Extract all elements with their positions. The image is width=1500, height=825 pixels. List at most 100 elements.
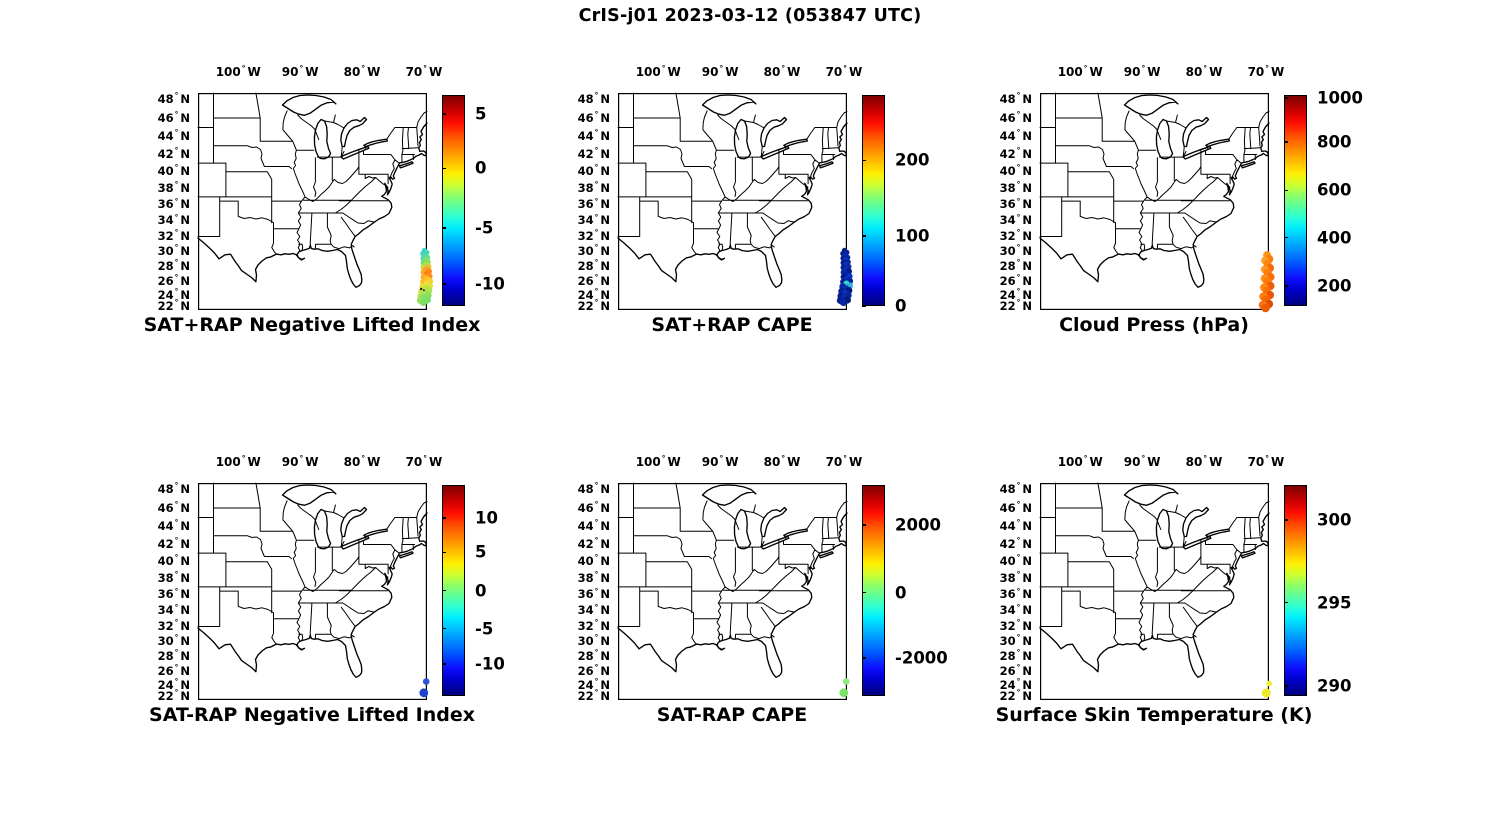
lat-tick-label: 48° N (124, 91, 190, 106)
colorbar-tick-label: 100 (895, 226, 930, 246)
lat-tick-label-hemisphere: N (180, 147, 190, 161)
lat-tick-label: 36° N (544, 197, 610, 211)
degree-symbol: ° (1016, 128, 1021, 138)
lat-tick-label-hemisphere: N (600, 164, 610, 179)
lon-tick-label: 90° W (678, 65, 762, 79)
lat-tick-label: 40° N (124, 554, 190, 569)
colorbar-tick-mark (442, 113, 446, 115)
degree-symbol: ° (1016, 586, 1021, 596)
lat-tick-label-hemisphere: N (600, 603, 610, 618)
swath-points (419, 678, 430, 698)
lat-tick-label: 26° N (544, 664, 610, 678)
lat-tick-label-value: 28 (157, 259, 174, 274)
lat-tick-label-value: 36 (999, 197, 1016, 212)
lat-tick-label-value: 22 (157, 689, 174, 703)
degree-symbol: ° (361, 64, 366, 73)
lat-tick-label-value: 28 (999, 649, 1016, 664)
swath-point (422, 678, 430, 685)
lat-tick-label-hemisphere: N (180, 634, 190, 649)
degree-symbol: ° (1016, 663, 1021, 673)
lat-tick-label-value: 32 (577, 229, 594, 244)
lat-tick-label-hemisphere: N (1022, 554, 1032, 569)
degree-symbol: ° (1083, 454, 1088, 463)
lat-tick-label-value: 26 (157, 663, 174, 678)
lon-tick-label: 100° W (1038, 455, 1122, 469)
degree-symbol: ° (843, 454, 848, 463)
lat-tick-label-value: 34 (577, 213, 594, 228)
lat-tick-label-value: 34 (157, 603, 174, 618)
lat-tick-label-value: 48 (157, 481, 174, 496)
lat-tick-label: 48° N (966, 90, 1032, 106)
lat-tick-label: 40° N (544, 554, 610, 568)
lat-tick-label-hemisphere: N (1022, 164, 1032, 179)
lon-tick-label-value: 90 (281, 455, 299, 469)
swath-points (836, 247, 854, 307)
lat-tick-label-value: 26 (157, 273, 174, 288)
lat-tick-label-value: 42 (999, 147, 1016, 161)
degree-symbol: ° (174, 212, 179, 222)
colorbar-tick-mark (862, 159, 866, 162)
colorbar-tick-mark (1284, 685, 1288, 687)
degree-symbol: ° (174, 180, 179, 190)
lat-tick-label-value: 40 (999, 164, 1016, 179)
lat-tick-label-hemisphere: N (180, 554, 190, 569)
lat-tick-label-value: 30 (999, 634, 1016, 649)
lon-tick-label-hemisphere: W (667, 65, 681, 79)
lat-tick-label-hemisphere: N (1022, 273, 1032, 288)
degree-symbol: ° (174, 298, 179, 308)
lon-tick-label-hemisphere: W (787, 455, 801, 469)
swath-point (423, 289, 425, 292)
lat-tick-label: 36° N (124, 587, 190, 601)
degree-symbol: ° (174, 618, 179, 628)
lat-tick-label-value: 46 (999, 500, 1016, 515)
lat-tick-label: 46° N (966, 500, 1032, 515)
lat-tick-label-hemisphere: N (1022, 537, 1032, 551)
degree-symbol: ° (594, 90, 599, 100)
lat-tick-label: 26° N (124, 663, 190, 678)
degree-symbol: ° (174, 287, 179, 297)
lat-tick-label: 42° N (966, 147, 1032, 161)
lon-tick-label: 70° W (802, 65, 886, 79)
lat-tick-label-hemisphere: N (180, 259, 190, 274)
lat-tick-label-value: 38 (999, 571, 1016, 586)
lat-tick-label: 40° N (966, 554, 1032, 569)
lon-tick-label: 100° W (616, 455, 700, 469)
degree-symbol: ° (1016, 570, 1021, 580)
lat-tick-label-hemisphere: N (180, 603, 190, 618)
degree-symbol: ° (1016, 180, 1021, 190)
lon-tick-label-value: 80 (763, 65, 781, 79)
swath-points (1261, 680, 1273, 698)
colorbar-tick-label: 290 (1317, 676, 1352, 696)
lat-tick-label-value: 24 (157, 288, 174, 303)
lat-tick-label-value: 22 (999, 299, 1016, 313)
lat-tick-label: 44° N (966, 518, 1032, 533)
degree-symbol: ° (1016, 212, 1021, 222)
lon-tick-label: 70° W (1224, 65, 1308, 79)
degree-symbol: ° (594, 688, 599, 698)
lat-tick-label-value: 46 (999, 110, 1016, 125)
colorbar-tick-label: 200 (1317, 276, 1352, 296)
degree-symbol: ° (1016, 518, 1021, 528)
lat-tick-label: 32° N (544, 619, 610, 633)
us-states-map-geometry (617, 482, 848, 701)
lat-tick-label-hemisphere: N (1022, 288, 1032, 303)
lon-tick-label-hemisphere: W (849, 455, 863, 469)
colorbar-tick-label: 295 (1317, 593, 1352, 613)
lon-tick-label-hemisphere: W (1147, 455, 1161, 469)
degree-symbol: ° (423, 64, 428, 73)
lon-tick-label: 100° W (616, 65, 700, 79)
degree-symbol: ° (594, 633, 599, 643)
lat-tick-label-value: 46 (577, 110, 594, 125)
lat-tick-label: 24° N (124, 678, 190, 692)
lat-tick-label: 28° N (966, 259, 1032, 274)
lon-tick-label-hemisphere: W (247, 455, 261, 469)
lat-tick-label-value: 28 (999, 259, 1016, 274)
lat-tick-label: 34° N (544, 213, 610, 228)
degree-symbol: ° (1265, 64, 1270, 73)
lon-tick-label: 80° W (320, 455, 404, 469)
degree-symbol: ° (1016, 90, 1021, 100)
lat-tick-label: 38° N (544, 181, 610, 195)
lat-tick-label: 30° N (544, 633, 610, 648)
colorbar-tick-label: 2000 (895, 515, 941, 535)
lat-tick-label-hemisphere: N (600, 299, 610, 313)
